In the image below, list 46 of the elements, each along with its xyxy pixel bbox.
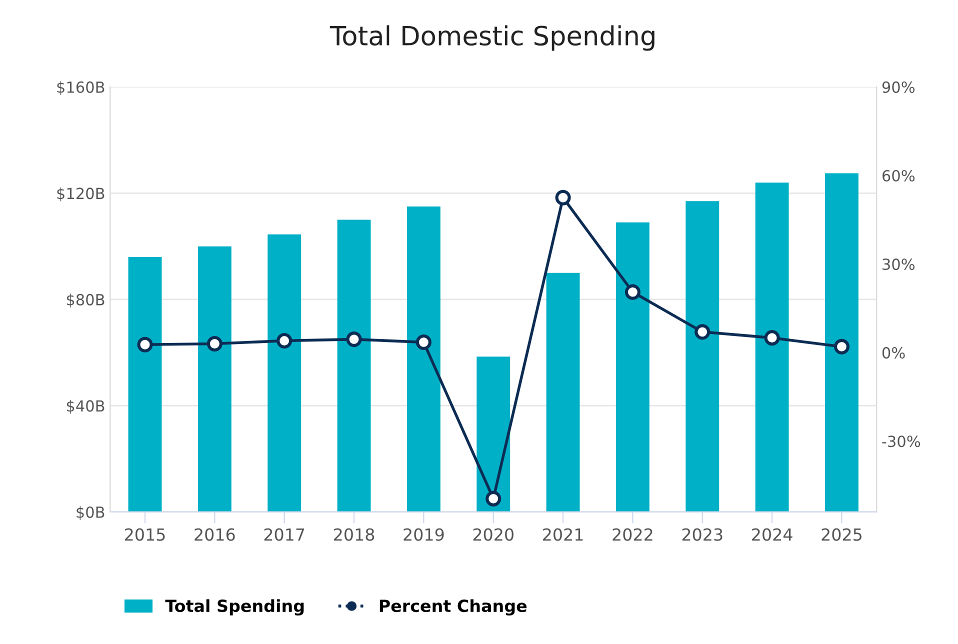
x-tick-label: 2015 — [125, 528, 165, 541]
y-tick-label: $160B — [57, 81, 104, 95]
y-tick-label: $80B — [66, 294, 104, 308]
x-tick-label: 2023 — [682, 528, 722, 541]
legend-label: Percent Change — [380, 599, 527, 616]
point — [555, 190, 571, 206]
y2-tick-label: 60% — [882, 170, 915, 182]
x-tick-label: 2018 — [334, 528, 374, 541]
x-tick-label: 2021 — [543, 528, 583, 541]
point — [206, 336, 222, 352]
bar — [128, 256, 162, 512]
x-tick-label: 2022 — [612, 528, 652, 541]
x-tick-label: 2019 — [404, 528, 444, 541]
point — [276, 333, 292, 349]
y2-tick-label: -30% — [882, 436, 920, 448]
bar — [198, 246, 232, 512]
bar — [755, 182, 789, 512]
point — [346, 332, 362, 348]
y-tick-label: $120B — [57, 187, 104, 202]
y-tick-label: $40B — [66, 400, 104, 414]
bar — [546, 272, 580, 512]
point — [624, 284, 640, 300]
point — [416, 334, 432, 350]
bar — [476, 356, 510, 512]
bar — [616, 222, 650, 512]
y2-tick-label: 90% — [882, 81, 915, 93]
x-tick-label: 2016 — [194, 528, 235, 541]
bar — [686, 201, 720, 512]
x-tick-label: 2025 — [822, 528, 862, 541]
y2-tick-label: 30% — [882, 258, 915, 270]
x-tick-label: 2017 — [264, 528, 304, 541]
bar — [825, 173, 858, 512]
point — [137, 336, 153, 352]
x-tick-label: 2020 — [473, 528, 514, 541]
point — [486, 490, 502, 506]
bar — [337, 220, 371, 512]
point — [764, 330, 780, 346]
bar — [406, 206, 440, 512]
y2-tick-label: 0% — [882, 347, 905, 359]
point — [834, 338, 850, 354]
chart-title: Total Domestic Spending — [330, 25, 654, 51]
y-tick-label: $0B — [76, 506, 104, 520]
point — [694, 324, 710, 340]
legend-label: Total Spending — [165, 599, 304, 616]
x-tick-label: 2024 — [752, 528, 792, 541]
bar — [268, 234, 302, 512]
